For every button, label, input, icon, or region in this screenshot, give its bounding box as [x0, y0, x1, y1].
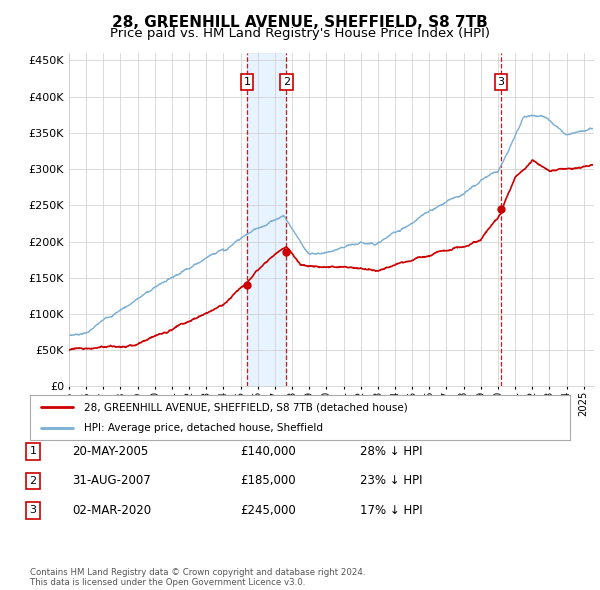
Text: 1: 1	[29, 447, 37, 456]
Text: £185,000: £185,000	[240, 474, 296, 487]
Text: Price paid vs. HM Land Registry's House Price Index (HPI): Price paid vs. HM Land Registry's House …	[110, 27, 490, 40]
Text: HPI: Average price, detached house, Sheffield: HPI: Average price, detached house, Shef…	[84, 424, 323, 434]
Text: 17% ↓ HPI: 17% ↓ HPI	[360, 504, 422, 517]
Text: 28, GREENHILL AVENUE, SHEFFIELD, S8 7TB: 28, GREENHILL AVENUE, SHEFFIELD, S8 7TB	[112, 15, 488, 30]
Text: £245,000: £245,000	[240, 504, 296, 517]
Text: 2: 2	[29, 476, 37, 486]
Text: 20-MAY-2005: 20-MAY-2005	[72, 445, 148, 458]
Text: 28, GREENHILL AVENUE, SHEFFIELD, S8 7TB (detached house): 28, GREENHILL AVENUE, SHEFFIELD, S8 7TB …	[84, 402, 408, 412]
Text: 23% ↓ HPI: 23% ↓ HPI	[360, 474, 422, 487]
Text: 1: 1	[244, 77, 251, 87]
Text: £140,000: £140,000	[240, 445, 296, 458]
Text: 2: 2	[283, 77, 290, 87]
Text: 3: 3	[497, 77, 505, 87]
Text: 31-AUG-2007: 31-AUG-2007	[72, 474, 151, 487]
Text: 28% ↓ HPI: 28% ↓ HPI	[360, 445, 422, 458]
Text: Contains HM Land Registry data © Crown copyright and database right 2024.
This d: Contains HM Land Registry data © Crown c…	[30, 568, 365, 587]
Text: 02-MAR-2020: 02-MAR-2020	[72, 504, 151, 517]
Text: 3: 3	[29, 506, 37, 515]
